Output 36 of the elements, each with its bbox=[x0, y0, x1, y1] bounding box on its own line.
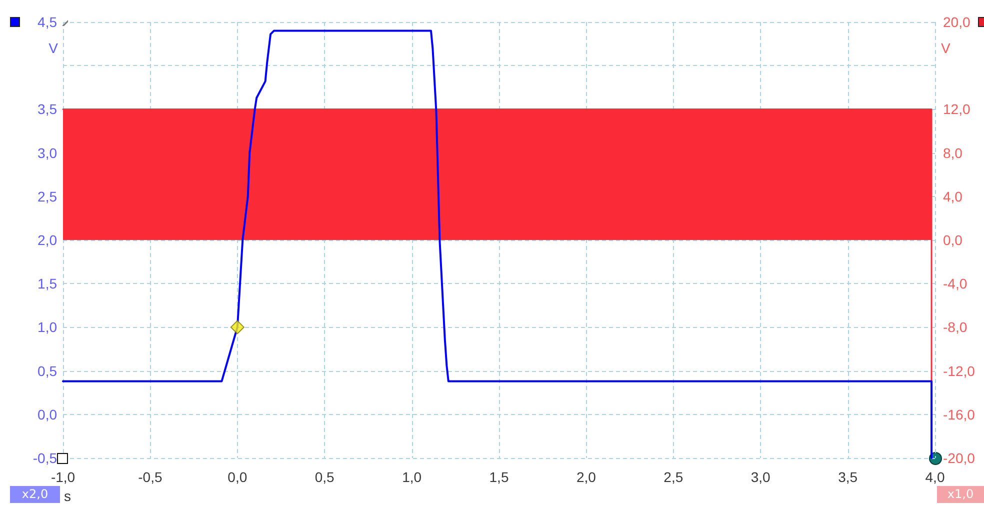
y2-tick-label: 4,0 bbox=[943, 188, 963, 204]
y-tick-label: 3,5 bbox=[38, 101, 58, 118]
y2-tick-label: -16,0 bbox=[943, 406, 976, 422]
y2-tick-label: -8,0 bbox=[943, 319, 968, 336]
x-tick-label: 2,0 bbox=[576, 469, 596, 485]
x-tick-label: -1,0 bbox=[50, 469, 76, 485]
x-tick-label: -0,5 bbox=[138, 469, 162, 485]
y-tick-label: 2,5 bbox=[38, 188, 58, 204]
x-tick-label: 1,5 bbox=[489, 469, 509, 485]
x-axis-title: s bbox=[64, 488, 71, 504]
y-tick-label: 1,0 bbox=[38, 319, 58, 336]
y2-tick-label: 8,0 bbox=[943, 144, 963, 161]
y-tick-label: 2,0 bbox=[38, 232, 58, 248]
text: x2,0 bbox=[10, 486, 60, 503]
x-tick-label: 2,5 bbox=[664, 469, 684, 485]
y-axis-title: V bbox=[48, 40, 58, 56]
x-tick-label: 0,5 bbox=[314, 469, 335, 485]
y-tick-label: 1,5 bbox=[38, 276, 58, 292]
y2-tick-label: 0,0 bbox=[943, 232, 963, 248]
y2-tick-label: -20,0 bbox=[943, 450, 976, 466]
y-tick-label: 0,0 bbox=[38, 406, 58, 422]
y2-tick-label: 12,0 bbox=[943, 101, 970, 118]
x-tick-label: 3,0 bbox=[750, 469, 771, 485]
x-tick-label: 1,0 bbox=[402, 469, 422, 485]
y-tick-label: 3,0 bbox=[38, 144, 58, 161]
x-tick-label: 3,5 bbox=[838, 469, 858, 485]
y2-tick-label: 20,0 bbox=[943, 14, 970, 30]
y-tick-label: -0,5 bbox=[32, 450, 58, 466]
text: x1,0 bbox=[937, 486, 984, 503]
x-tick-label: 4,0 bbox=[925, 469, 945, 485]
y2-tick-label: -12,0 bbox=[943, 362, 976, 379]
y2-tick-label: -4,0 bbox=[943, 276, 968, 292]
y-tick-label: 4,5 bbox=[38, 14, 58, 30]
y-tick-label: 0,5 bbox=[38, 362, 58, 379]
x-tick-label: 0,0 bbox=[228, 469, 248, 485]
y2-axis-title: V bbox=[941, 40, 950, 56]
